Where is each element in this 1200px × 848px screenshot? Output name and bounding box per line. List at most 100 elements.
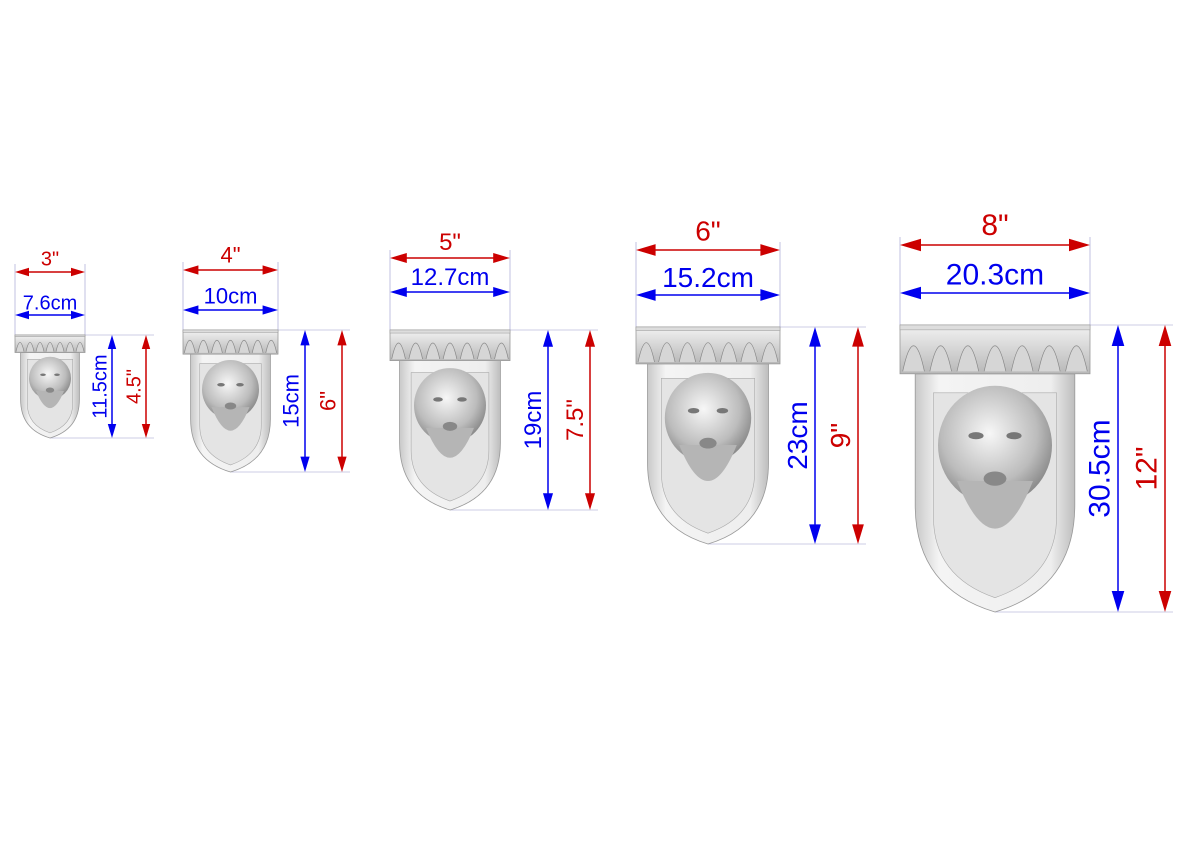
dog-head [938, 385, 1052, 505]
width-cm-label: 7.6cm [23, 292, 77, 314]
width-inch-label: 4" [220, 243, 240, 268]
arrow-head [300, 456, 310, 472]
arrow-head [337, 330, 347, 346]
dog-eye [968, 432, 984, 440]
dog-nose [45, 387, 55, 393]
capital-band [635, 326, 781, 331]
width-inch-label: 3" [41, 248, 59, 270]
height-inch-label: 4.5" [123, 369, 145, 404]
capital-leaf [720, 342, 738, 363]
dog-eye [1006, 432, 1022, 440]
capital-leaf [442, 342, 458, 360]
arrow-head [1069, 286, 1090, 300]
capital-leaf [224, 339, 237, 354]
capital-leaf [459, 342, 475, 360]
arrow-head [636, 289, 656, 301]
arrow-head [852, 524, 864, 544]
arrow-head [760, 244, 780, 256]
arrow-head [141, 424, 151, 438]
arrow-head [300, 330, 310, 346]
capital-leaf [1010, 345, 1034, 372]
height-inch-label: 9" [825, 423, 856, 449]
arrow-head [141, 335, 151, 349]
dog-mane [957, 480, 1033, 529]
arrow-head [71, 310, 85, 320]
capital-leaf [983, 345, 1007, 372]
capital-leaf [265, 339, 277, 354]
capital-leaf [761, 342, 779, 363]
capital-band [389, 329, 511, 334]
dog-eye [716, 408, 729, 414]
capital-leaf [956, 345, 980, 372]
arrow-head [337, 456, 347, 472]
arrow-head [809, 327, 821, 347]
capital-band [14, 334, 86, 338]
capital-leaf [425, 342, 441, 360]
arrow-head [390, 252, 407, 264]
capital-leaf [1038, 345, 1061, 372]
height-inch-label: 7.5" [562, 399, 589, 441]
capital-leaf [1065, 345, 1088, 372]
width-inch-label: 5" [439, 229, 461, 256]
arrow-head [15, 267, 29, 277]
capital-leaf [699, 342, 717, 363]
arrow-head [542, 330, 554, 347]
height-inch-label: 6" [316, 391, 341, 411]
dog-eye [457, 397, 467, 402]
capital-leaf [678, 342, 696, 363]
arrow-head [852, 327, 864, 347]
height-cm-label: 23cm [782, 401, 813, 469]
dog-head [414, 368, 486, 443]
dog-nose [224, 402, 237, 410]
arrow-head [107, 424, 117, 438]
arrow-head [584, 330, 596, 347]
arrow-head [1111, 325, 1125, 346]
capital-leaf [477, 342, 492, 360]
capital-leaf [408, 342, 423, 360]
arrow-head [809, 524, 821, 544]
arrow-head [262, 265, 278, 275]
dog-head [202, 360, 259, 419]
capital-leaf [251, 339, 264, 354]
arrow-head [183, 265, 199, 275]
arrow-head [183, 305, 199, 315]
dog-mane [679, 444, 737, 481]
arrow-head [390, 286, 407, 298]
capital-leaf [184, 339, 196, 354]
arrow-head [71, 267, 85, 277]
arrow-head [493, 286, 510, 298]
arrow-head [584, 493, 596, 510]
height-cm-label: 11.5cm [89, 354, 111, 418]
dog-head [664, 372, 752, 463]
capital-leaf [15, 342, 25, 352]
dog-eye [687, 408, 700, 414]
height-inch-label: 12" [1130, 446, 1163, 490]
arrow-head [900, 286, 921, 300]
arrow-head [1069, 238, 1090, 252]
dog-mane [426, 427, 474, 458]
height-cm-label: 15cm [279, 374, 304, 428]
capital-leaf [494, 342, 509, 360]
dog-head [29, 356, 71, 400]
capital-leaf [55, 342, 65, 352]
width-cm-label: 12.7cm [411, 264, 490, 291]
height-cm-label: 19cm [520, 391, 547, 450]
capital-leaf [45, 342, 55, 352]
capital-leaf [740, 342, 758, 363]
dog-nose [983, 471, 1007, 486]
capital-leaf [658, 342, 676, 363]
capital-leaf [75, 342, 85, 352]
capital-leaf [929, 345, 952, 372]
arrow-head [262, 305, 278, 315]
arrow-head [107, 335, 117, 349]
width-inch-label: 6" [695, 216, 721, 247]
height-cm-label: 30.5cm [1083, 419, 1116, 517]
dog-mane [211, 407, 250, 431]
arrow-head [542, 493, 554, 510]
capital-leaf [35, 342, 45, 352]
capital-band [899, 324, 1091, 331]
capital-leaf [238, 339, 250, 354]
arrow-head [15, 310, 29, 320]
